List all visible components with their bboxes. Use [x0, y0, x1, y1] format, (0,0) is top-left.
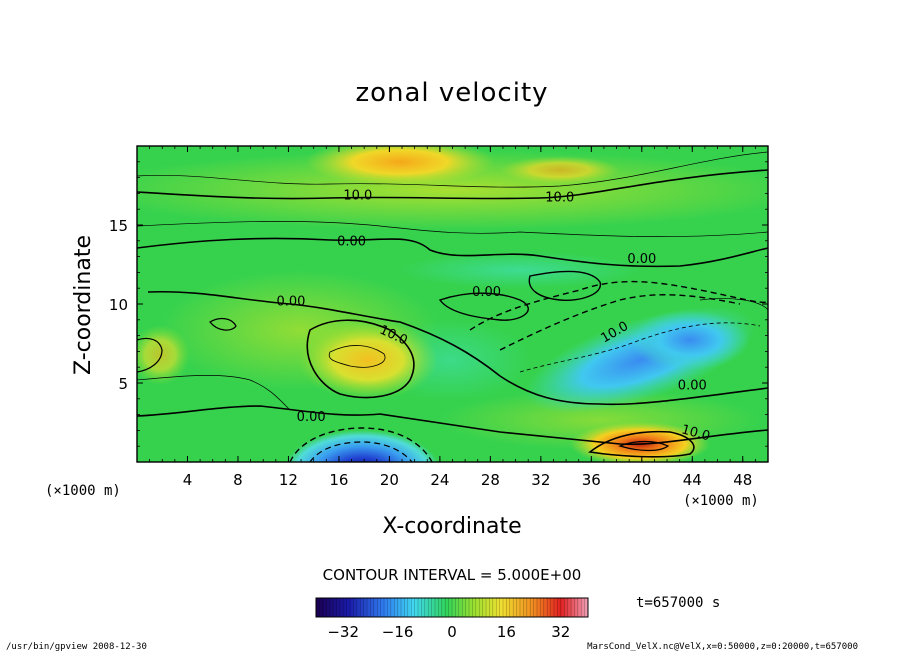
- y-tick-label: 5: [118, 375, 128, 393]
- velocity-field: [137, 146, 768, 462]
- x-axis-label: X-coordinate: [382, 514, 522, 539]
- x-tick-label: 28: [481, 471, 500, 489]
- colorbar-tick-label: 16: [497, 623, 516, 641]
- contour-lines: [137, 151, 768, 462]
- y-tick-label: 10: [109, 296, 128, 314]
- contour-interval-text: CONTOUR INTERVAL = 5.000E+00: [322, 566, 582, 584]
- colorbar-stripes: [319, 598, 585, 617]
- colorbar-ticks: −32 −16 0 16 32: [327, 623, 570, 641]
- chart-title: zonal velocity: [355, 78, 549, 108]
- footer-right: MarsCond_VelX.nc@VelX,x=0:50000,z=0:2000…: [587, 642, 858, 652]
- x-tick-label: 32: [531, 471, 550, 489]
- colorbar-tick-label: −16: [382, 623, 414, 641]
- contour-label: 10.0: [680, 422, 712, 444]
- contour-label: 0.00: [627, 252, 656, 267]
- time-label: t=657000 s: [636, 595, 721, 611]
- contour-label: 0.00: [297, 410, 326, 425]
- y-axis-ticks: 5 10 15: [109, 161, 768, 447]
- contour-label: 0.00: [472, 285, 501, 300]
- contour-label: 0.00: [678, 378, 707, 393]
- x-tick-label: 40: [632, 471, 651, 489]
- contour-label: 0.00: [337, 235, 366, 250]
- contour-label: 10.0: [545, 190, 574, 205]
- y-tick-label: 15: [109, 217, 128, 235]
- x-axis-ticks: 4 8 12 16 20 24 28 32 36 40 44 48: [149, 146, 756, 489]
- footer-left: /usr/bin/gpview 2008-12-30: [6, 642, 147, 652]
- x-tick-label: 12: [279, 471, 298, 489]
- colorbar-tick-label: −32: [327, 623, 359, 641]
- colorbar: −32 −16 0 16 32: [315, 597, 589, 641]
- contour-label: 10.0: [343, 189, 372, 204]
- contour-label: 0.00: [276, 295, 305, 310]
- x-unit-right: (×1000 m): [683, 493, 759, 509]
- x-tick-label: 24: [430, 471, 449, 489]
- x-tick-label: 20: [380, 471, 399, 489]
- x-unit-left: (×1000 m): [45, 483, 121, 499]
- colorbar-tick-label: 0: [447, 623, 457, 641]
- colorbar-tick-label: 32: [551, 623, 570, 641]
- x-tick-label: 4: [183, 471, 193, 489]
- x-tick-label: 8: [233, 471, 243, 489]
- x-tick-label: 48: [733, 471, 752, 489]
- x-tick-label: 44: [683, 471, 702, 489]
- x-tick-label: 16: [329, 471, 348, 489]
- x-tick-label: 36: [582, 471, 601, 489]
